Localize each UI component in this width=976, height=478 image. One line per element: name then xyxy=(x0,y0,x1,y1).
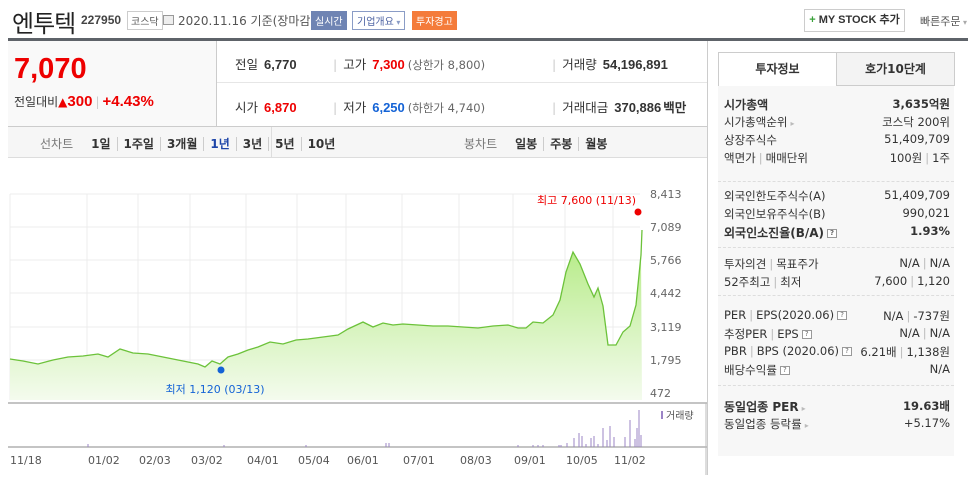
high-marker xyxy=(634,208,642,216)
header-divider xyxy=(8,38,968,41)
price-stats: 전일 6,770 | 고가 7,300 (상한가 8,800) | 거래량 54,196,8… xyxy=(217,41,707,126)
y-axis-labels: 8,413 7,089 5,766 4,442 3,119 1,795 472 xyxy=(650,188,682,400)
investment-warning-badge[interactable]: 투자경고 xyxy=(412,11,457,30)
svg-text:08/03: 08/03 xyxy=(460,454,492,467)
stats-row-2: 시가 6,870 | 저가 6,250 (하한가 4,740) | 거래대금 370,886… xyxy=(217,84,707,126)
price-chart-svg: 최고 7,600 (11/13) 최저 1,120 (03/13) 8,413 … xyxy=(8,188,707,475)
svg-text:11/18: 11/18 xyxy=(10,454,42,467)
info-tabs: 투자정보 호가10단계 xyxy=(718,52,955,86)
stock-code: 227950 xyxy=(81,13,122,27)
valuation-group: PER | EPS(2020.06)? N/A | -737원 추정PER | EPS? N/A… xyxy=(718,306,954,386)
price-area xyxy=(10,252,642,400)
help-icon[interactable]: ? xyxy=(837,311,848,320)
price-chart[interactable]: 최고 7,600 (11/13) 최저 1,120 (03/13) 8,413 … xyxy=(8,160,707,475)
period-3y[interactable]: 3년 xyxy=(235,137,269,151)
svg-text:01/02: 01/02 xyxy=(88,454,120,467)
as-of-date: 2020.11.16 기준(장마감) xyxy=(178,14,316,28)
up-triangle-icon: ▲ xyxy=(58,95,68,109)
low-marker xyxy=(217,366,225,374)
period-5y[interactable]: 5년 xyxy=(268,137,301,151)
current-price: 7,070 xyxy=(14,53,87,85)
svg-text:5,766: 5,766 xyxy=(650,254,682,267)
stats-row-1: 전일 6,770 | 고가 7,300 (상한가 8,800) | 거래량 54,196,8… xyxy=(217,41,707,83)
candle-monthly[interactable]: 월봉 xyxy=(578,137,614,151)
svg-text:06/01: 06/01 xyxy=(347,454,379,467)
panel-divider xyxy=(707,41,708,475)
volume-bars xyxy=(87,410,642,447)
plus-icon: + xyxy=(809,14,816,26)
period-1w[interactable]: 1주일 xyxy=(116,137,160,151)
help-icon[interactable]: ? xyxy=(842,347,853,356)
line-chart-periods: 선차트 1일 1주일 3개월 1년 3년 5년 10년 xyxy=(40,135,342,152)
candle-weekly[interactable]: 주봉 xyxy=(543,137,579,151)
calendar-icon xyxy=(163,15,174,25)
realtime-button[interactable]: 실시간 xyxy=(311,11,347,30)
chart-period-bar: 선차트 1일 1주일 3개월 1년 3년 5년 10년 봉차트 일봉 주봉 월봉 xyxy=(8,126,707,158)
market-cap-group: 시가총액 3,635억원 시가총액순위 ▸ 코스닥 200위 상장주식수 51,409,… xyxy=(718,94,954,182)
svg-text:05/04: 05/04 xyxy=(298,454,330,467)
period-1y[interactable]: 1년 xyxy=(203,137,236,151)
svg-text:472: 472 xyxy=(650,387,671,400)
foreign-ownership-group: 외국인한도주식수(A) 51,409,709 외국인보유주식수(B) 990,021… xyxy=(718,186,954,248)
svg-text:4,442: 4,442 xyxy=(650,287,682,300)
sector-per-link[interactable]: 동일업종 PER ▸ 19.63배 xyxy=(724,399,950,414)
tab-invest-info[interactable]: 투자정보 xyxy=(718,52,837,86)
svg-text:8,413: 8,413 xyxy=(650,188,682,201)
high-price: | 고가 7,300 (상한가 8,800) xyxy=(333,57,486,72)
x-axis-labels: 11/18 01/02 02/03 03/02 04/01 05/04 06/0… xyxy=(10,454,646,467)
period-10y[interactable]: 10년 xyxy=(300,137,342,151)
market-cap-rank-link[interactable]: 시가총액순위 ▸ 코스닥 200위 xyxy=(724,115,950,129)
period-1d[interactable]: 1일 xyxy=(91,137,111,151)
svg-text:3,119: 3,119 xyxy=(650,321,682,334)
current-price-panel: 7,070 전일대비▲300 | +4.43% xyxy=(8,41,217,126)
volume-legend-swatch xyxy=(661,411,663,419)
prev-close: 전일 6,770 xyxy=(235,57,297,72)
low-annotation: 최저 1,120 (03/13) xyxy=(165,383,264,396)
tab-orderbook-10[interactable]: 호가10단계 xyxy=(836,52,955,86)
open-price: 시가 6,870 xyxy=(235,100,297,115)
svg-text:04/01: 04/01 xyxy=(247,454,279,467)
quick-order-dropdown[interactable]: 빠른주문 ▾ xyxy=(920,15,968,28)
period-3m[interactable]: 3개월 xyxy=(159,137,204,151)
svg-text:10/05: 10/05 xyxy=(566,454,598,467)
price-line xyxy=(9,229,643,368)
trade-amount: | 거래대금 370,886 백만 xyxy=(552,100,687,115)
help-icon[interactable]: ? xyxy=(827,229,838,238)
svg-text:07/01: 07/01 xyxy=(403,454,435,467)
company-overview-dropdown[interactable]: 기업개요 ▾ xyxy=(352,11,406,30)
candle-chart-periods: 봉차트 일봉 주봉 월봉 xyxy=(464,135,614,152)
high-annotation: 최고 7,600 (11/13) xyxy=(537,194,636,207)
sector-change-link[interactable]: 동일업종 등락률 ▸ +5.17% xyxy=(724,416,950,431)
svg-text:7,089: 7,089 xyxy=(650,221,682,234)
add-my-stock-button[interactable]: + MY STOCK 추가 xyxy=(804,9,905,32)
candle-daily[interactable]: 일봉 xyxy=(515,137,538,151)
volume: | 거래량 54,196,891 xyxy=(552,57,668,72)
sector-group: 동일업종 PER ▸ 19.63배 동일업종 등락률 ▸ +5.17% xyxy=(718,396,954,440)
stock-name: 엔투텍 xyxy=(12,10,76,38)
market-badge: 코스닥 xyxy=(127,11,163,30)
volume-legend: 거래량 xyxy=(666,410,694,422)
svg-text:09/01: 09/01 xyxy=(514,454,546,467)
help-icon[interactable]: ? xyxy=(779,366,790,375)
help-icon[interactable]: ? xyxy=(801,330,812,339)
svg-text:1,795: 1,795 xyxy=(650,354,682,367)
investment-info-panel: 시가총액 3,635억원 시가총액순위 ▸ 코스닥 200위 상장주식수 51,409,… xyxy=(718,86,954,456)
svg-text:03/02: 03/02 xyxy=(191,454,223,467)
low-price: | 저가 6,250 (하한가 4,740) xyxy=(333,100,486,115)
stock-header: 엔투텍 227950 코스닥 2020.11.16 기준(장마감) 실시간 기업… xyxy=(0,0,976,40)
svg-text:02/03: 02/03 xyxy=(139,454,171,467)
svg-text:11/02: 11/02 xyxy=(614,454,646,467)
price-change: 전일대비▲300 | +4.43% xyxy=(14,93,154,110)
opinion-group: 투자의견 | 목표주가 N/A | N/A 52주최고 | 최저 7,600 | 1,120 xyxy=(718,254,954,296)
